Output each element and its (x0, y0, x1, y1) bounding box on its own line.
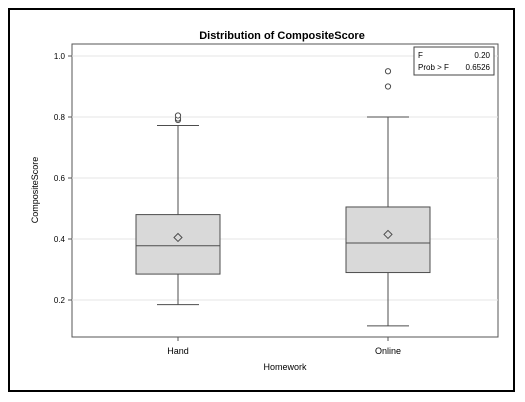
y-tick-label: 0.2 (54, 296, 66, 305)
stats-value-prob: 0.6526 (466, 63, 491, 72)
y-axis-ticks: 0.2 0.4 0.6 0.8 1.0 (54, 52, 72, 305)
plot-area (71, 43, 499, 338)
outlier-point (384, 68, 392, 75)
stats-label-prob: Prob > F (418, 63, 449, 72)
box-iqr (135, 214, 221, 275)
x-tick-label: Hand (167, 346, 189, 356)
stats-value-f: 0.20 (474, 51, 490, 60)
outlier-point (174, 112, 182, 119)
y-tick-label: 0.6 (54, 174, 66, 183)
y-tick-label: 0.8 (54, 113, 66, 122)
box-iqr (345, 206, 431, 274)
box-hand (135, 112, 221, 306)
mean-marker (383, 229, 393, 240)
stats-inset: F 0.20 Prob > F 0.6526 (413, 46, 495, 76)
x-axis-label: Homework (263, 362, 307, 372)
stats-label-f: F (418, 51, 423, 60)
x-axis-ticks: Hand Online (167, 337, 401, 356)
stats-inset-border (413, 46, 495, 76)
y-tick-label: 0.4 (54, 235, 66, 244)
x-tick-label: Online (375, 346, 401, 356)
mean-marker (173, 232, 183, 243)
y-axis-label: CompositeScore (30, 157, 40, 224)
outlier-point (384, 83, 392, 90)
y-tick-label: 1.0 (54, 52, 66, 61)
chart-title: Distribution of CompositeScore (199, 30, 365, 42)
box-online (345, 68, 431, 327)
box-plots (135, 68, 431, 327)
